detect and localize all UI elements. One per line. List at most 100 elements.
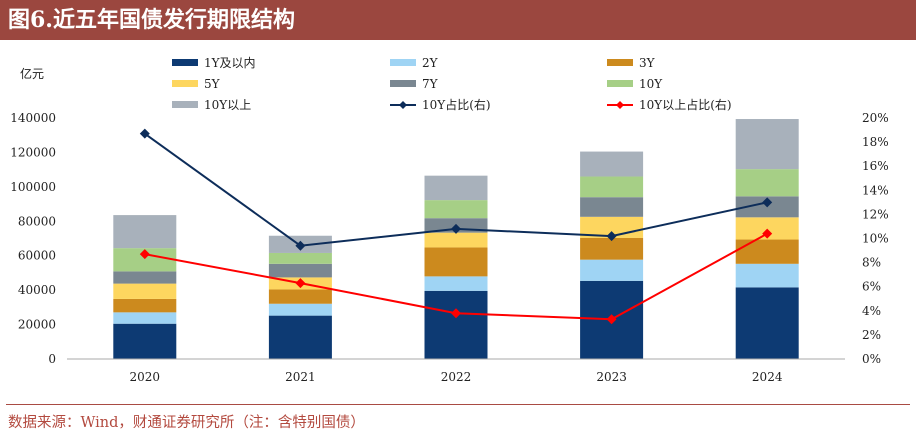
legend-swatch [607,80,633,87]
line-point-marker [606,314,617,325]
y-right-tick-label: 0% [862,352,881,366]
bar-segment [268,315,332,359]
legend-item: 1Y及以内 [172,56,256,70]
bar-segment [580,237,644,260]
legend-label: 2Y [422,56,439,70]
legend-label: 10Y [639,77,663,91]
bar-segment [424,200,488,219]
legend-marker [616,101,624,109]
bar-segment [735,169,799,197]
legend-swatch [607,59,633,66]
source-note: 数据来源：Wind，财通证券研究所（注：含特别国债） [8,415,365,431]
bar-segment [424,247,488,277]
bar-segment [424,232,488,248]
y-left-tick-label: 80000 [18,214,56,228]
bar-segment [735,217,799,240]
x-tick-label: 2024 [752,370,783,384]
bar-segment [735,239,799,264]
line-point-marker [451,308,461,319]
line-point-marker [606,231,617,242]
bar-segment [580,197,644,217]
legend-swatch [172,59,198,66]
bar-series [113,119,799,359]
chart-legend: 1Y及以内 2Y 3Y 5Y 7Y 10Y 10Y以上 10Y占比(右) 10Y以上占比(右) [172,56,732,112]
y-left-tick-label: 140000 [10,111,56,125]
bar-segment [113,298,177,313]
legend-swatch [390,59,416,66]
y-right-tick-label: 8% [862,256,881,270]
bar-segment [580,259,644,281]
legend-swatch [172,80,198,87]
line-point-marker [451,223,461,234]
y-right-tick-label: 12% [862,207,889,221]
legend-label: 5Y [204,77,221,91]
x-tick-label: 2022 [441,370,472,384]
x-tick-label: 2020 [130,370,161,384]
bar-segment [735,263,799,288]
bar-segment [735,287,799,359]
bar-segment [268,303,332,316]
line-point-marker [762,228,773,239]
legend-item: 3Y [607,56,656,70]
legend-marker [399,101,407,109]
legend-label: 10Y以上 [204,98,251,112]
bar-segment [735,119,799,170]
legend-item: 10Y以上 [172,98,251,112]
line-point-marker [139,249,150,260]
bar-segment [113,215,177,249]
y-left-tick-label: 0 [48,352,56,366]
legend-item: 10Y [607,77,663,91]
bar-segment [268,263,332,278]
legend-item: 10Y以上占比(右) [607,97,732,112]
legend-item: 2Y [390,56,439,70]
y-right-tick-label: 16% [862,159,889,173]
bar-segment [113,248,177,272]
y-right-tick-label: 14% [862,183,889,197]
bar-segment [580,151,644,177]
y-left-axis: 0 20000 40000 60000 80000 100000 120000 140000 [10,111,56,366]
bar-segment [580,176,644,198]
divider [6,404,910,405]
y-left-tick-label: 20000 [18,318,56,332]
bar-segment [424,276,488,291]
bar-segment [424,175,488,201]
figure-title: 图6.近五年国债发行期限结构 [0,0,916,40]
legend-label: 7Y [422,77,439,91]
y-left-tick-label: 120000 [10,145,56,159]
legend-label: 1Y及以内 [204,56,256,70]
y-right-tick-label: 2% [862,328,881,342]
legend-item: 7Y [390,77,439,91]
y-left-axis-label: 亿元 [20,66,44,81]
bar-segment [268,289,332,304]
bar-segment [424,290,488,359]
y-right-axis: 0% 2% 4% 6% 8% 10% 12% 14% 16% 18% 20% [862,111,889,366]
bar-segment [113,312,177,324]
y-right-tick-label: 6% [862,280,881,294]
legend-item: 10Y占比(右) [390,97,491,112]
y-right-tick-label: 10% [862,232,889,246]
line-point-marker [295,240,306,251]
y-right-tick-label: 4% [862,304,881,318]
bar-segment [113,323,177,359]
x-tick-label: 2023 [596,370,627,384]
x-axis: 2020 2021 2022 2023 2024 [130,370,783,384]
legend-swatch [172,101,198,108]
y-left-tick-label: 60000 [18,249,56,263]
line-series [139,128,773,325]
bar-segment [268,252,332,264]
line-point-marker [139,128,150,139]
legend-swatch [390,80,416,87]
bar-segment [113,283,177,299]
line-point-marker [295,278,306,289]
legend-label: 10Y占比(右) [422,97,491,112]
bar-segment [113,271,177,284]
legend-label: 10Y以上占比(右) [639,97,732,112]
y-left-tick-label: 40000 [18,283,56,297]
line-point-marker [762,197,773,208]
x-tick-label: 2021 [285,370,316,384]
y-right-tick-label: 18% [862,135,889,149]
y-left-tick-label: 100000 [10,180,56,194]
legend-item: 5Y [172,77,221,91]
